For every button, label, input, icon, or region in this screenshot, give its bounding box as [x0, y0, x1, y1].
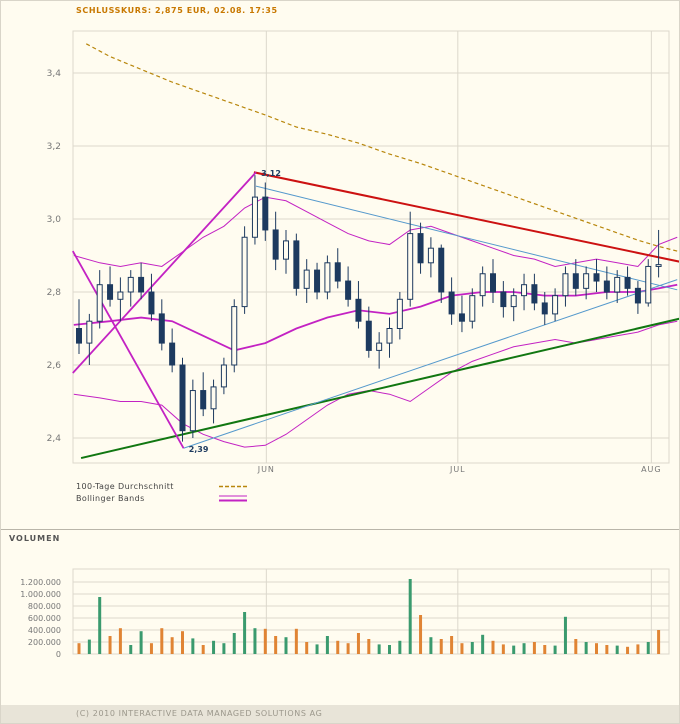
svg-text:JUN: JUN	[257, 465, 275, 474]
chart-canvas: 3,4 3,2 3,0 2,8 2,6 2,4 3,12 2,39 JUN JUL AUG 1.…	[20, 30, 679, 659]
svg-text:200.000: 200.000	[28, 638, 61, 647]
volume-section-title: VOLUMEN	[9, 534, 61, 543]
trendline-magenta-rising	[72, 171, 257, 374]
svg-text:1.200.000: 1.200.000	[20, 578, 61, 587]
svg-text:800.000: 800.000	[28, 602, 61, 611]
chart-legend: 100-Tage Durchschnitt Bollinger Bands	[76, 480, 248, 504]
svg-text:3,2: 3,2	[47, 142, 61, 152]
ma-legend-label: 100-Tage Durchschnitt	[76, 481, 174, 491]
svg-text:2,6: 2,6	[47, 361, 62, 371]
volume-bars	[77, 579, 661, 654]
svg-text:JUL: JUL	[449, 465, 466, 474]
month-axis-labels: JUN JUL AUG	[257, 465, 662, 474]
copyright-footer: (C) 2010 INTERACTIVE DATA MANAGED SOLUTI…	[1, 705, 679, 723]
trendline-resistance-red	[253, 171, 679, 263]
volume-section-divider	[1, 529, 679, 530]
svg-text:2,8: 2,8	[47, 288, 62, 298]
svg-text:AUG: AUG	[641, 465, 662, 474]
bollinger-legend-label: Bollinger Bands	[76, 493, 145, 503]
closing-price-label: SCHLUSSKURS: 2,875 EUR, 02.08. 17:35	[76, 6, 278, 15]
ma-legend-sample-icon	[219, 485, 247, 487]
legend-row-ma: 100-Tage Durchschnitt	[76, 480, 248, 492]
chart-annotations: 3,12 2,39	[189, 169, 281, 454]
svg-text:0: 0	[56, 650, 61, 659]
svg-text:2,4: 2,4	[47, 434, 62, 444]
svg-text:2,39: 2,39	[189, 445, 209, 454]
trendline-triangle-lower-blue	[183, 279, 678, 449]
trendline-support-green	[80, 317, 679, 460]
bollinger-legend-sample-icon	[219, 495, 247, 501]
trendline-magenta-falling	[72, 250, 185, 449]
svg-text:400.000: 400.000	[28, 626, 61, 635]
svg-text:3,4: 3,4	[47, 69, 62, 79]
ma100-line	[85, 43, 678, 252]
legend-row-bollinger: Bollinger Bands	[76, 492, 248, 504]
svg-text:3,0: 3,0	[47, 215, 62, 225]
price-grid	[72, 30, 670, 464]
volume-axis-labels: 1.200.000 1.000.000 800.000 600.000 400.000 2…	[20, 578, 61, 659]
candlestick-series	[76, 175, 662, 442]
svg-text:600.000: 600.000	[28, 614, 61, 623]
price-axis-labels: 3,4 3,2 3,0 2,8 2,6 2,4	[47, 69, 62, 444]
svg-text:3,12: 3,12	[261, 169, 281, 178]
svg-text:1.000.000: 1.000.000	[20, 590, 61, 599]
